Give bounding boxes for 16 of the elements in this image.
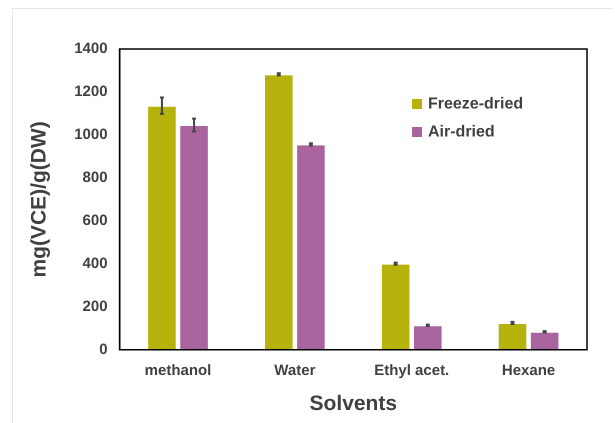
y-axis-title: mg(VCE)/g(DW) <box>27 121 50 278</box>
x-tick-label: Water <box>274 362 316 379</box>
y-tick-label: 1000 <box>74 126 108 144</box>
legend-label: Air-dried <box>428 123 495 140</box>
y-tick-label: 1200 <box>74 83 108 100</box>
y-tick-label: 600 <box>82 212 108 230</box>
y-tick-label: 0 <box>99 340 108 358</box>
x-axis-title: Solvents <box>310 392 398 416</box>
y-tick-label: 400 <box>82 255 108 272</box>
legend-label: Freeze-dried <box>428 95 524 112</box>
y-tick-label: 1400 <box>74 40 108 58</box>
y-tick-label: 800 <box>82 169 108 186</box>
x-tick-label: Ethyl acet. <box>374 362 450 379</box>
x-tick-label: methanol <box>144 362 212 379</box>
y-tick-label: 200 <box>82 298 108 315</box>
x-tick-label: Hexane <box>502 362 556 379</box>
